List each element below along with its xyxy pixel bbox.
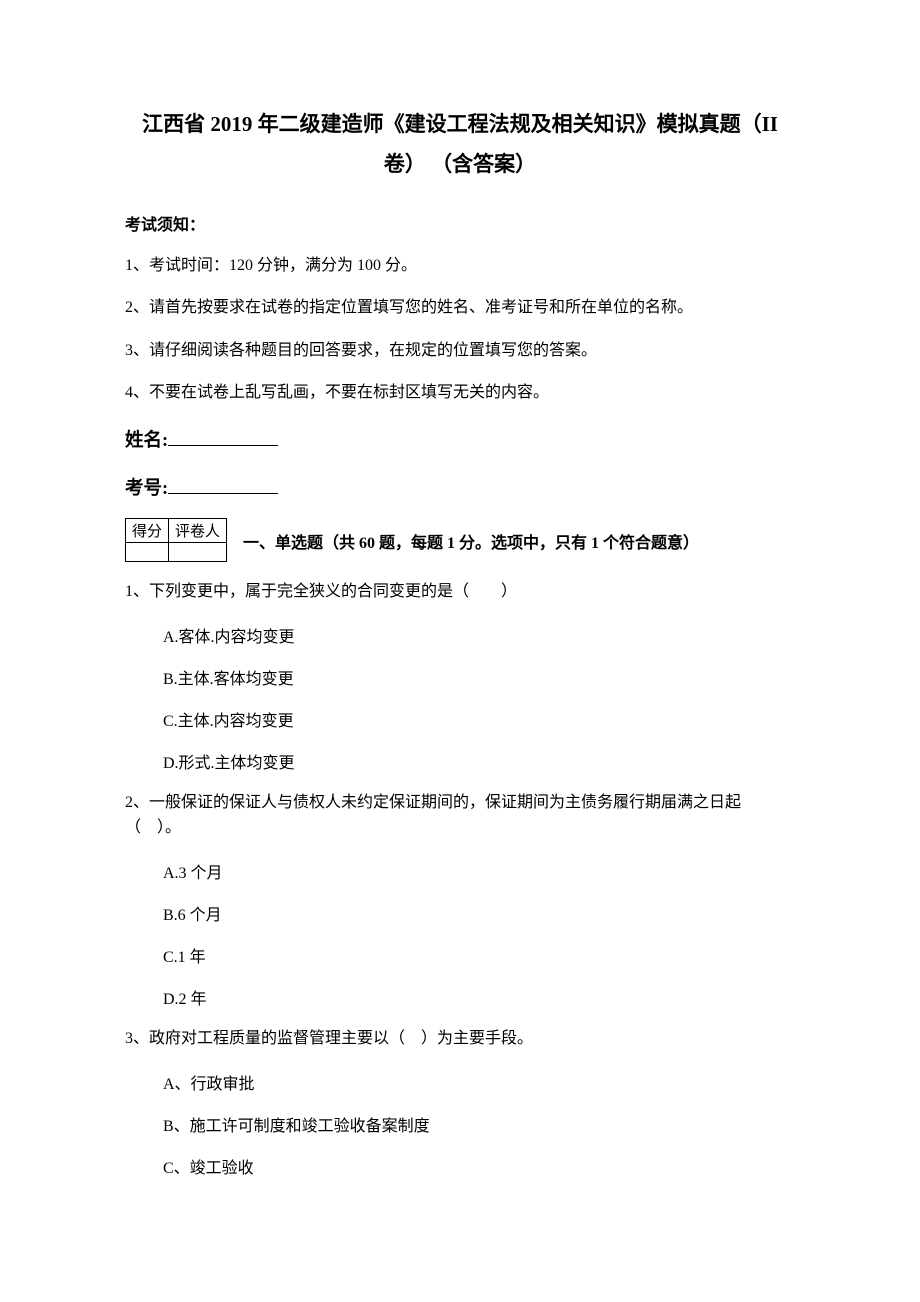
question-1-stem: 1、下列变更中，属于完全狭义的合同变更的是（ ） xyxy=(125,580,795,605)
score-cell-1[interactable] xyxy=(126,543,169,562)
title-line-2: 卷） （含答案） xyxy=(125,145,795,185)
question-1-option-a: A.客体.内容均变更 xyxy=(163,623,795,647)
id-line: 考号: xyxy=(125,474,795,500)
name-line: 姓名: xyxy=(125,426,795,452)
score-col-1: 得分 xyxy=(126,519,169,543)
instruction-3: 3、请仔细阅读各种题目的回答要求，在规定的位置填写您的答案。 xyxy=(125,340,795,362)
question-2-option-a: A.3 个月 xyxy=(163,859,795,883)
notice-label: 考试须知： xyxy=(125,211,795,235)
name-blank[interactable] xyxy=(168,427,278,447)
exam-title: 江西省 2019 年二级建造师《建设工程法规及相关知识》模拟真题（II 卷） （… xyxy=(125,105,795,185)
question-3-stem: 3、政府对工程质量的监督管理主要以（ ）为主要手段。 xyxy=(125,1027,795,1052)
id-blank[interactable] xyxy=(168,475,278,495)
question-3-option-b: B、施工许可制度和竣工验收备案制度 xyxy=(163,1112,795,1136)
exam-page: 江西省 2019 年二级建造师《建设工程法规及相关知识》模拟真题（II 卷） （… xyxy=(0,0,920,1302)
section-1-heading: 一、单选题（共 60 题，每题 1 分。选项中，只有 1 个符合题意） xyxy=(243,518,699,556)
question-3-option-c: C、竣工验收 xyxy=(163,1154,795,1178)
instruction-4: 4、不要在试卷上乱写乱画，不要在标封区填写无关的内容。 xyxy=(125,382,795,404)
question-3-option-a: A、行政审批 xyxy=(163,1070,795,1094)
instruction-2: 2、请首先按要求在试卷的指定位置填写您的姓名、准考证号和所在单位的名称。 xyxy=(125,297,795,319)
question-2-option-d: D.2 年 xyxy=(163,985,795,1009)
question-2-option-b: B.6 个月 xyxy=(163,901,795,925)
question-1-option-d: D.形式.主体均变更 xyxy=(163,749,795,773)
score-empty-row xyxy=(126,543,227,562)
score-table: 得分 评卷人 xyxy=(125,518,227,562)
score-header-row: 得分 评卷人 xyxy=(126,519,227,543)
score-row: 得分 评卷人 一、单选题（共 60 题，每题 1 分。选项中，只有 1 个符合题… xyxy=(125,518,795,562)
question-2-stem: 2、一般保证的保证人与债权人未约定保证期间的，保证期间为主债务履行期届满之日起（… xyxy=(125,791,795,841)
title-line-1: 江西省 2019 年二级建造师《建设工程法规及相关知识》模拟真题（II xyxy=(125,105,795,145)
question-2-option-c: C.1 年 xyxy=(163,943,795,967)
name-label: 姓名: xyxy=(125,431,168,451)
question-1-option-b: B.主体.客体均变更 xyxy=(163,665,795,689)
score-cell-2[interactable] xyxy=(169,543,227,562)
id-label: 考号: xyxy=(125,479,168,499)
instruction-1: 1、考试时间：120 分钟，满分为 100 分。 xyxy=(125,255,795,277)
score-col-2: 评卷人 xyxy=(169,519,227,543)
question-1-option-c: C.主体.内容均变更 xyxy=(163,707,795,731)
